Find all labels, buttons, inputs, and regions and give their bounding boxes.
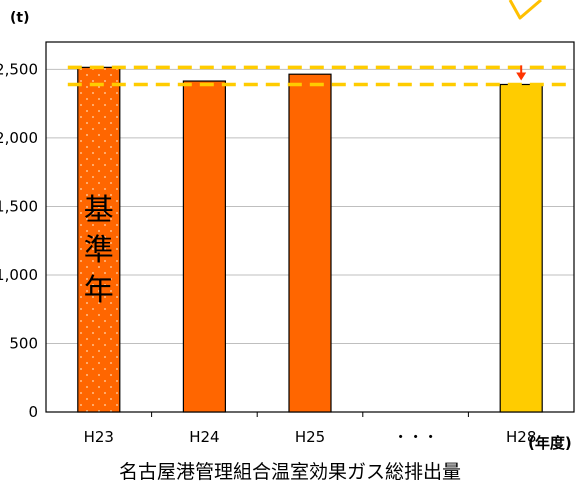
callout-bubble bbox=[508, 0, 542, 20]
x-tick-label: H25 bbox=[295, 428, 325, 446]
arrow-head bbox=[516, 72, 527, 81]
bars bbox=[77, 66, 543, 417]
y-tick-label: 2,000 bbox=[0, 129, 38, 147]
y-unit-label: (t) bbox=[10, 10, 30, 26]
y-tick-label: 0 bbox=[28, 403, 38, 421]
base-year-annotation: 基準年 bbox=[84, 193, 114, 308]
annotation-char: 基 bbox=[84, 193, 114, 228]
bar-H23 bbox=[77, 66, 121, 413]
x-tick-labels: H23 H24 H25 ・・・ H28 bbox=[84, 428, 537, 446]
x-unit-label: (年度) bbox=[528, 434, 572, 452]
reduction-arrow bbox=[516, 65, 527, 81]
y-tick-label: 500 bbox=[9, 334, 38, 352]
annotation-char: 年 bbox=[84, 273, 114, 308]
annotation-char: 準 bbox=[84, 233, 114, 268]
x-tick-label: H24 bbox=[189, 428, 219, 446]
x-tick-label: H23 bbox=[84, 428, 114, 446]
x-axis-title: 名古屋港管理組合温室効果ガス総排出量 bbox=[119, 461, 461, 483]
y-tick-label: 2,500 bbox=[0, 60, 38, 78]
y-tick-label: 1,500 bbox=[0, 197, 38, 215]
bar-H25 bbox=[288, 73, 332, 413]
x-tick-label: H28 bbox=[506, 428, 536, 446]
bar-H28 bbox=[499, 83, 543, 413]
reference-lines bbox=[67, 65, 570, 87]
x-tick-label: ・・・ bbox=[393, 428, 438, 446]
y-tick-label: 1,000 bbox=[0, 266, 38, 284]
bar-H24 bbox=[182, 80, 226, 413]
y-tick-labels: 0 500 1,000 1,500 2,000 2,500 bbox=[0, 60, 38, 421]
